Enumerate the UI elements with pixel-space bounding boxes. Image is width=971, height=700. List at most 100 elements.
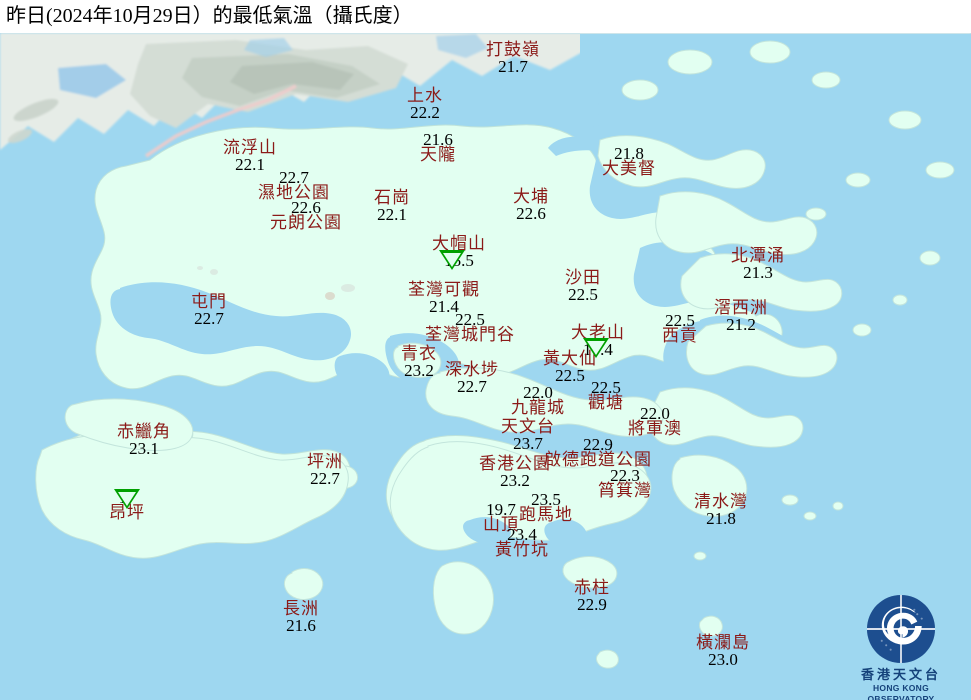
station-temperature: 21.6 (423, 130, 453, 149)
station-name: 香港公園 (479, 454, 551, 474)
station-label[interactable]: 21.8 大美督 (602, 144, 656, 178)
station-label[interactable]: 22.0 九龍城 (511, 384, 565, 418)
station-temperature: 22.5 (591, 378, 621, 397)
station-temperature: 22.6 (516, 204, 546, 223)
station-temperature: 23.7 (513, 434, 543, 453)
station-label[interactable]: 北潭涌 21.3 (731, 246, 785, 282)
station-label[interactable]: 打鼓嶺 21.7 (486, 42, 540, 76)
station-label[interactable]: 21.6 天隴 (420, 130, 456, 164)
station-name: 荃灣城門谷 (425, 325, 515, 345)
station-name: 大帽山 (432, 234, 486, 254)
station-label[interactable]: 橫瀾島 23.0 (696, 633, 750, 669)
station-name: 筲箕灣 (598, 481, 652, 501)
station-temperature: 21.3 (743, 263, 773, 282)
station-temperature: 22.3 (610, 466, 640, 485)
station-label[interactable]: 沙田 22.5 (565, 270, 601, 304)
station-label[interactable]: 22.5 荃灣城門谷 (425, 311, 515, 345)
station-label[interactable]: 天文台 23.7 (501, 419, 555, 453)
waglan-island (699, 615, 723, 637)
station-label[interactable]: 22.9 啟德跑道公園 (544, 435, 652, 470)
station-label[interactable]: 22.7 濕地公園 (258, 169, 330, 202)
station-name: 赤柱 (574, 578, 610, 598)
station-name: 橫瀾島 (696, 633, 750, 653)
station-name: 將軍澳 (628, 419, 682, 439)
station-temperature: 23.1 (129, 439, 159, 458)
station-name: 西貢 (662, 326, 698, 346)
station-name: 黃大仙 (543, 349, 597, 369)
title-bar: 昨日(2024年10月29日）的最低氣溫（攝氏度） (0, 0, 971, 33)
cold-station-marker (114, 489, 140, 509)
station-temperature: 23.5 (531, 490, 561, 509)
station-name: 元朗公園 (270, 213, 342, 233)
station-name: 長洲 (283, 599, 319, 619)
station-label[interactable]: 22.0 將軍澳 (628, 404, 682, 439)
station-temperature: 23.2 (404, 361, 434, 380)
station-label[interactable]: 流浮山 22.1 (223, 138, 277, 174)
station-name: 跑馬地 (519, 505, 573, 525)
cold-station-marker (583, 338, 609, 358)
station-temperature: 22.7 (194, 309, 224, 328)
station-label[interactable]: 上水 22.2 (407, 86, 443, 122)
station-label[interactable]: 22.5 觀塘 (588, 378, 624, 413)
station-name: 滘西洲 (714, 298, 768, 318)
station-label[interactable]: 23.5 跑馬地 (519, 490, 573, 525)
station-label[interactable]: 青衣 23.2 (401, 346, 437, 380)
station-temperature: 22.9 (583, 435, 613, 454)
station-temperature: 21.8 (614, 144, 644, 163)
station-label[interactable]: 22.3 筲箕灣 (598, 466, 652, 501)
station-temperature: 19.7 (486, 500, 516, 519)
station-temperature: 21.2 (726, 315, 756, 334)
station-name: 觀塘 (588, 393, 624, 413)
station-label[interactable]: 22.6 元朗公園 (270, 199, 342, 233)
station-temperature: 22.9 (577, 595, 607, 614)
station-label[interactable]: 石崗 22.1 (374, 190, 410, 224)
islands-layer-2 (35, 398, 349, 559)
station-temperature: 22.7 (310, 469, 340, 488)
station-label[interactable]: 黃大仙 22.5 (543, 349, 597, 385)
station-temperature: 22.1 (235, 155, 265, 174)
stanley-peninsula (562, 556, 618, 589)
station-label[interactable]: 深水埗 22.7 (445, 360, 499, 396)
station-temperature: 21.8 (706, 509, 736, 528)
station-label[interactable]: 坪洲 22.7 (307, 454, 343, 488)
west-coast-inlets (110, 266, 355, 361)
cheung-chau (283, 568, 324, 601)
station-label[interactable]: 長洲 21.6 (283, 599, 319, 635)
po-toi-island (596, 649, 619, 669)
hko-logo: 香港天文台 HONG KONG OBSERVATORY (839, 592, 963, 700)
station-temperature: 22.5 (555, 366, 585, 385)
station-temperature: 22.0 (640, 404, 670, 423)
station-temperature: 22.1 (377, 205, 407, 224)
station-temperature: 22.2 (410, 103, 440, 122)
station-label[interactable]: 赤柱 22.9 (574, 578, 610, 614)
station-name: 赤鱲角 (117, 422, 171, 442)
ne-peninsulas (597, 40, 955, 561)
station-name: 山頂 (483, 515, 519, 535)
station-label[interactable]: 大埔 22.6 (513, 189, 549, 223)
cold-station-marker (439, 250, 465, 270)
page-title: 昨日(2024年10月29日）的最低氣溫（攝氏度） (6, 5, 413, 27)
station-name: 大老山 (571, 323, 625, 343)
station-name: 深水埗 (445, 360, 499, 380)
station-name: 北潭涌 (731, 246, 785, 266)
station-label[interactable]: 荃灣可觀 21.4 (408, 282, 480, 316)
station-temperature: 22.5 (665, 311, 695, 330)
station-label[interactable]: 22.5 西貢 (662, 311, 698, 346)
station-temperature: 21.6 (286, 616, 316, 635)
kowloon-peninsula (425, 367, 664, 437)
station-temperature: 21.7 (498, 57, 528, 76)
station-name: 啟德跑道公園 (544, 450, 652, 470)
station-label[interactable]: 清水灣 21.8 (694, 494, 748, 528)
station-label[interactable]: 19.7 山頂 (483, 500, 519, 535)
logo-name-english: HONG KONG OBSERVATORY (867, 683, 935, 700)
station-name: 九龍城 (511, 398, 565, 418)
station-label[interactable]: 滘西洲 21.2 (714, 298, 768, 334)
hko-emblem-icon (866, 594, 936, 664)
station-name: 上水 (407, 86, 443, 106)
station-name: 流浮山 (223, 138, 277, 158)
station-label[interactable]: 赤鱲角 23.1 (117, 422, 171, 458)
station-label[interactable]: 23.4 黃竹坑 (495, 526, 549, 559)
station-label[interactable]: 屯門 22.7 (191, 294, 227, 328)
station-label[interactable]: 香港公園 23.2 (479, 454, 551, 490)
station-temperature: 21.4 (429, 297, 459, 316)
